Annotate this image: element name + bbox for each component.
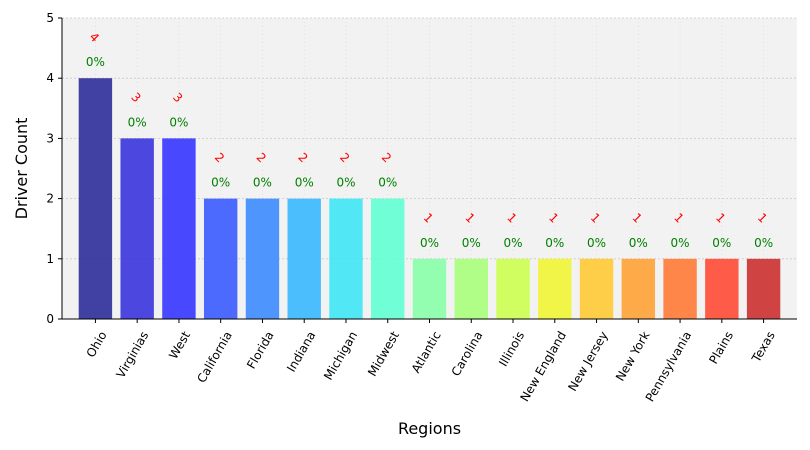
x-tick-label: Virginias — [114, 329, 152, 381]
y-tick-label: 4 — [46, 71, 54, 85]
y-tick-label: 3 — [46, 131, 54, 145]
x-tick-label: New York — [613, 329, 653, 384]
bar-carolina — [454, 258, 488, 319]
percent-label: 0% — [420, 236, 439, 250]
x-tick-label: California — [194, 329, 235, 385]
percent-label: 0% — [587, 236, 606, 250]
x-tick-label: Florida — [244, 329, 277, 371]
x-tick-label: Ohio — [84, 329, 110, 360]
y-tick-label: 2 — [46, 192, 54, 206]
bar-atlantic — [412, 258, 447, 319]
percent-label: 0% — [629, 236, 648, 250]
percent-label: 0% — [253, 176, 272, 190]
x-axis-ticks: Ohio Virginias West California Florida Indian… — [84, 319, 778, 404]
y-tick-label: 0 — [46, 312, 54, 326]
bar-west — [162, 138, 196, 319]
percent-label: 0% — [169, 115, 188, 129]
percent-label: 0% — [128, 115, 147, 129]
bar-indiana — [287, 198, 321, 319]
y-tick-label: 1 — [46, 252, 54, 266]
bar-pennsylvania — [663, 258, 697, 319]
percent-label: 0% — [378, 176, 397, 190]
bars — [78, 78, 781, 319]
bar-illinois — [496, 258, 530, 319]
bar-michigan — [329, 198, 363, 319]
x-tick-label: Atlantic — [409, 329, 444, 376]
bar-new-england — [538, 258, 572, 319]
x-tick-label: New Jersey — [565, 329, 610, 394]
percent-label: 0% — [671, 236, 690, 250]
x-tick-label: West — [166, 329, 193, 362]
percent-label: 0% — [754, 236, 773, 250]
percent-label: 0% — [295, 176, 314, 190]
percent-label: 0% — [211, 176, 230, 190]
y-axis-ticks: 0 1 2 3 4 5 — [46, 11, 62, 326]
x-tick-label: Pennsylvania — [643, 329, 695, 404]
bar-new-york — [621, 258, 656, 319]
percent-label: 0% — [503, 236, 522, 250]
x-tick-label: Midwest — [365, 329, 402, 379]
x-axis-title: Regions — [398, 419, 461, 438]
bar-midwest — [371, 198, 405, 319]
percent-label: 0% — [712, 236, 731, 250]
percent-label: 0% — [336, 176, 355, 190]
x-tick-label: Texas — [749, 329, 778, 366]
x-tick-label: Plains — [706, 329, 736, 366]
x-tick-label: New England — [518, 329, 569, 404]
y-axis-title: Driver Count — [12, 118, 31, 220]
bar-ohio — [78, 78, 113, 319]
x-tick-label: Illinois — [496, 329, 527, 369]
bar-plains — [705, 258, 739, 319]
bar-texas — [746, 258, 781, 319]
bar-virginias — [120, 138, 154, 319]
y-tick-label: 5 — [46, 11, 54, 25]
x-tick-label: Indiana — [284, 329, 318, 374]
percent-label: 0% — [545, 236, 564, 250]
percent-label: 0% — [86, 55, 105, 69]
bar-florida — [245, 198, 280, 319]
bar-new-jersey — [579, 258, 614, 319]
x-tick-label: Carolina — [449, 329, 486, 379]
percent-label: 0% — [462, 236, 481, 250]
x-tick-label: Michigan — [321, 329, 360, 383]
bar-california — [203, 198, 238, 319]
